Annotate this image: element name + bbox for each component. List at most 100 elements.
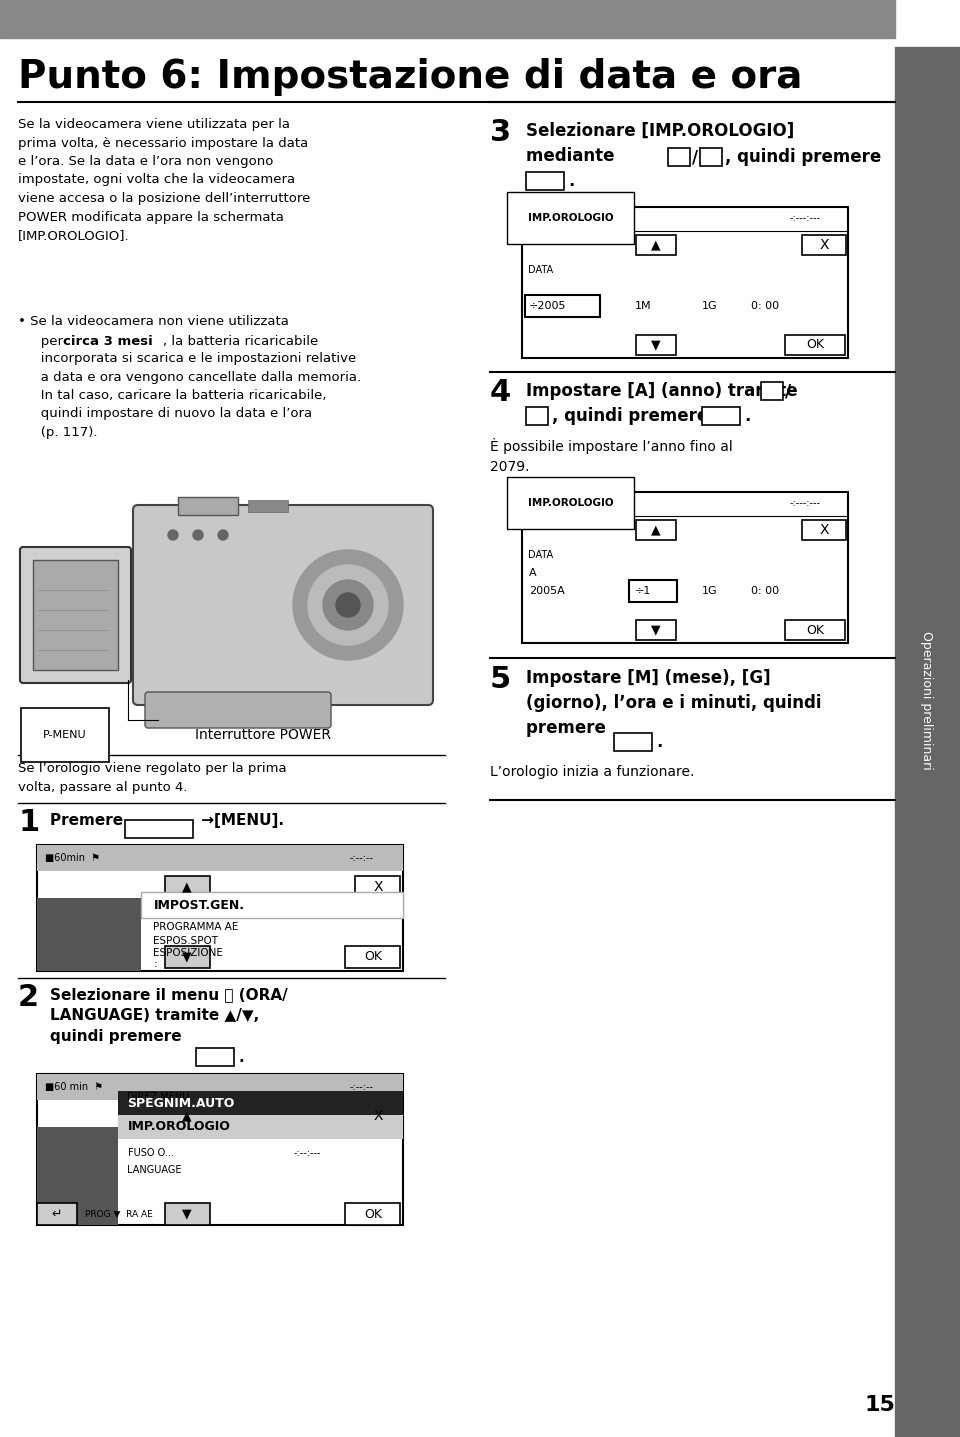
- Bar: [629, 579, 677, 602]
- Text: ■60 min  ⚑: ■60 min ⚑: [45, 1082, 103, 1092]
- Bar: [125, 821, 193, 838]
- Text: 2005A: 2005A: [529, 586, 564, 595]
- Bar: [636, 335, 676, 355]
- Text: 15: 15: [864, 1395, 895, 1415]
- Text: →[MENU].: →[MENU].: [196, 813, 284, 828]
- Circle shape: [323, 581, 373, 629]
- Text: IMP.OROLOGIO: IMP.OROLOGIO: [528, 213, 613, 223]
- Bar: [636, 236, 676, 254]
- Bar: [355, 1105, 400, 1127]
- Bar: [636, 619, 676, 639]
- Text: Interruttore POWER: Interruttore POWER: [195, 729, 331, 741]
- Text: circa 3 mesi: circa 3 mesi: [63, 335, 153, 348]
- Text: Premere: Premere: [50, 813, 129, 828]
- Text: X: X: [373, 1109, 383, 1122]
- Text: :: :: [154, 958, 157, 969]
- Text: ■60min  ⚑: ■60min ⚑: [45, 854, 100, 864]
- Bar: [118, 1091, 403, 1115]
- Bar: [140, 892, 403, 918]
- Circle shape: [336, 593, 360, 616]
- Text: 0: 00: 0: 00: [751, 300, 780, 310]
- Circle shape: [293, 550, 403, 660]
- Text: P-MENU: P-MENU: [43, 730, 86, 740]
- Text: ▲: ▲: [651, 523, 660, 536]
- Text: • Se la videocamera non viene utilizzata: • Se la videocamera non viene utilizzata: [18, 315, 289, 328]
- Text: .: .: [568, 172, 574, 190]
- Text: Impostare [M] (mese), [G]
(giorno), l’ora e i minuti, quindi
premere: Impostare [M] (mese), [G] (giorno), l’or…: [526, 670, 822, 737]
- FancyBboxPatch shape: [145, 693, 331, 729]
- Text: DATA: DATA: [528, 264, 553, 274]
- Text: ▲: ▲: [181, 1109, 191, 1122]
- Text: 1G: 1G: [702, 586, 717, 595]
- Text: DATA: DATA: [528, 550, 553, 560]
- Text: PROG.▼  RA AE: PROG.▼ RA AE: [85, 1210, 153, 1219]
- Bar: [0, 0, 895, 37]
- Text: -:--:--: -:--:--: [350, 1082, 374, 1092]
- Text: ESPOS.SPOT: ESPOS.SPOT: [154, 935, 219, 946]
- Text: ▲: ▲: [181, 881, 191, 894]
- Bar: [802, 520, 846, 540]
- Bar: [37, 1203, 77, 1224]
- Bar: [164, 1203, 209, 1224]
- Text: OK: OK: [364, 1207, 382, 1220]
- Text: OK: OK: [806, 624, 824, 637]
- Bar: [37, 898, 140, 971]
- Text: /: /: [692, 148, 698, 167]
- Bar: [37, 1127, 118, 1224]
- Circle shape: [218, 530, 228, 540]
- Text: IMPOST.GEN.: IMPOST.GEN.: [154, 900, 245, 912]
- Text: 3: 3: [490, 118, 511, 147]
- Bar: [248, 500, 288, 512]
- Bar: [164, 877, 209, 898]
- Bar: [196, 1048, 234, 1066]
- Text: 0: 00: 0: 00: [751, 586, 780, 595]
- Text: ▼: ▼: [532, 410, 541, 422]
- Text: 4: 4: [490, 378, 512, 407]
- Text: IMP.OROLOGIO: IMP.OROLOGIO: [128, 1121, 230, 1134]
- Bar: [668, 148, 690, 167]
- Bar: [178, 497, 238, 514]
- FancyBboxPatch shape: [133, 504, 433, 706]
- Bar: [345, 946, 400, 969]
- Bar: [345, 1203, 400, 1224]
- Text: , quindi premere: , quindi premere: [725, 148, 881, 167]
- Bar: [526, 407, 548, 425]
- Bar: [118, 1115, 403, 1138]
- Text: -:--:---: -:--:---: [294, 1148, 322, 1158]
- Text: Se la videocamera viene utilizzata per la
prima volta, è necessario impostare la: Se la videocamera viene utilizzata per l…: [18, 118, 310, 241]
- Bar: [33, 560, 118, 670]
- Text: 1M: 1M: [635, 300, 652, 310]
- Text: SPEGNIM.AUTO: SPEGNIM.AUTO: [128, 1096, 235, 1109]
- Text: Impostare [A] (anno) tramite: Impostare [A] (anno) tramite: [526, 382, 804, 399]
- Text: Selezionare il menu ⓞ (ORA/
LANGUAGE) tramite ▲/▼,
quindi premere: Selezionare il menu ⓞ (ORA/ LANGUAGE) tr…: [50, 987, 288, 1045]
- Text: 1G: 1G: [702, 300, 717, 310]
- Bar: [636, 520, 676, 540]
- Text: OK: OK: [806, 339, 824, 352]
- Text: , la batteria ricaricabile: , la batteria ricaricabile: [163, 335, 319, 348]
- Text: -:---:---: -:---:---: [790, 213, 821, 223]
- Text: ▼: ▼: [651, 624, 660, 637]
- Bar: [355, 877, 400, 898]
- Text: ▲: ▲: [651, 239, 660, 251]
- Bar: [785, 619, 845, 639]
- Text: ▲: ▲: [674, 151, 684, 164]
- Text: L’orologio inizia a funzionare.: L’orologio inizia a funzionare.: [490, 764, 694, 779]
- Bar: [37, 1073, 403, 1099]
- Text: OK: OK: [622, 736, 644, 749]
- FancyBboxPatch shape: [20, 547, 131, 683]
- Text: ▼: ▼: [707, 151, 716, 164]
- Text: Selezionare [IMP.OROLOGIO]
mediante: Selezionare [IMP.OROLOGIO] mediante: [526, 122, 794, 165]
- Bar: [895, 47, 960, 1437]
- Text: ÷1: ÷1: [635, 586, 651, 595]
- Text: ▼: ▼: [181, 1207, 191, 1220]
- Bar: [802, 236, 846, 254]
- Text: PROGRAMMA AE: PROGRAMMA AE: [154, 923, 239, 933]
- Text: /: /: [785, 382, 791, 399]
- Text: Punto 6: Impostazione di data e ora: Punto 6: Impostazione di data e ora: [18, 57, 803, 96]
- Bar: [525, 295, 600, 316]
- Bar: [702, 407, 740, 425]
- Text: ÷2005: ÷2005: [529, 300, 566, 310]
- Text: per: per: [28, 335, 67, 348]
- Text: IMP.OROLOGIO: IMP.OROLOGIO: [528, 499, 613, 509]
- Text: X: X: [819, 239, 828, 251]
